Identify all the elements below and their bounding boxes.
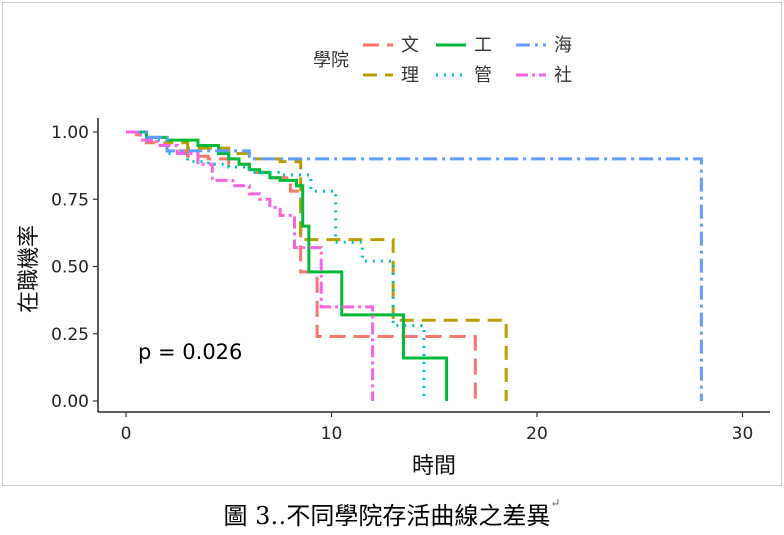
x-tick-label: 10	[321, 424, 343, 444]
y-tick-label: 1.00	[51, 123, 89, 143]
legend: 學院 文理 工管 海社	[313, 35, 572, 86]
y-axis-label: 在職機率	[17, 225, 42, 313]
paragraph-mark: ↵	[550, 496, 561, 510]
p-value-annotation: p = 0.026	[138, 340, 242, 364]
legend-label-文: 文	[401, 35, 419, 56]
x-axis-label: 時間	[412, 454, 456, 479]
caption-text: 圖 3‥不同學院存活曲線之差異	[223, 502, 551, 530]
legend-label-海: 海	[554, 35, 572, 56]
x-tick-label: 20	[526, 424, 548, 444]
legend-label-理: 理	[401, 65, 419, 86]
curve-社	[126, 130, 375, 401]
axes: 0.00 0.25 0.50 0.75 1.00 0 10 20 30	[51, 118, 770, 444]
curves	[126, 130, 703, 401]
legend-label-工: 工	[474, 35, 492, 56]
x-tick-label: 30	[732, 424, 754, 444]
legend-label-社: 社	[554, 65, 572, 86]
y-tick-label: 0.50	[51, 258, 89, 278]
curve-海	[126, 130, 703, 401]
y-tick-label: 0.00	[51, 392, 89, 412]
figure-caption: 圖 3‥不同學院存活曲線之差異↵	[0, 496, 784, 531]
curve-工	[126, 130, 449, 401]
survival-chart: 學院 文理 工管 海社 0.00 0.25 0.50 0.75 1.00 0 10 20 30 p …	[17, 35, 770, 479]
chart-frame: 學院 文理 工管 海社 0.00 0.25 0.50 0.75 1.00 0 10 20 30 p …	[2, 2, 782, 486]
legend-title: 學院	[313, 50, 349, 71]
curve-文	[126, 130, 477, 401]
y-tick-label: 0.25	[51, 325, 89, 345]
x-tick-label: 0	[121, 424, 132, 444]
legend-label-管: 管	[474, 65, 492, 86]
y-tick-label: 0.75	[51, 190, 89, 210]
